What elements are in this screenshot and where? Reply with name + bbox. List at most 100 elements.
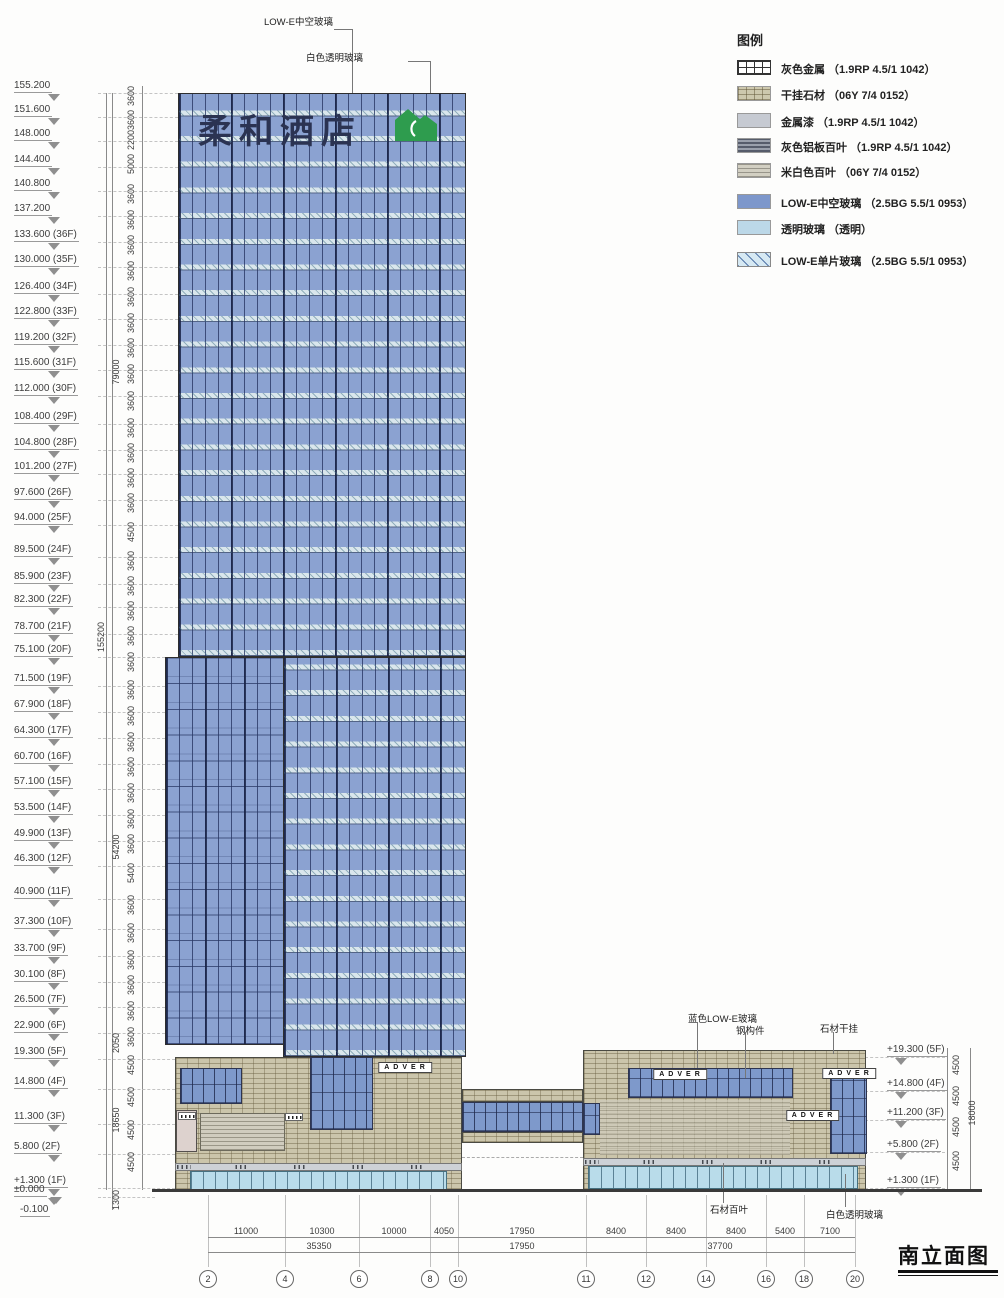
level-leader-line xyxy=(98,956,165,957)
level-triangle-icon xyxy=(48,425,60,432)
dim-line-left-outer xyxy=(106,93,107,1190)
level-leader-line xyxy=(98,370,178,371)
level-triangle-icon xyxy=(48,790,60,797)
level-leader-line xyxy=(98,1124,175,1125)
level-label: 26.500 (7F) xyxy=(14,994,68,1007)
level-label: 5.800 (2F) xyxy=(14,1141,63,1154)
level-label: 57.100 (15F) xyxy=(14,776,74,789)
level-leader-line xyxy=(98,294,178,295)
level-label: ±0.000 xyxy=(14,1184,47,1197)
vent-tick-marks xyxy=(285,1113,303,1121)
level-triangle-icon xyxy=(48,1090,60,1097)
axis-bubble: 10 xyxy=(449,1270,467,1288)
material-annotation: 石材干挂 xyxy=(820,1024,859,1035)
level-triangle-icon xyxy=(48,957,60,964)
axis-bubble: 14 xyxy=(697,1270,715,1288)
adver-label: ADVER xyxy=(785,1110,840,1121)
axis-bubble: 4 xyxy=(276,1270,294,1288)
level-triangle-icon xyxy=(895,1058,907,1065)
level-leader-line xyxy=(98,450,178,451)
bridge-top-band xyxy=(462,1089,583,1102)
title-underline xyxy=(898,1275,998,1276)
level-leader-line xyxy=(98,1188,175,1189)
level-triangle-icon xyxy=(48,346,60,353)
level-triangle-icon xyxy=(48,475,60,482)
right-podium-glass-bridge-end xyxy=(583,1103,600,1135)
level-leader-line xyxy=(98,167,178,168)
level-label: 82.300 (22F) xyxy=(14,594,74,607)
level-leader-line xyxy=(98,1007,165,1008)
level-triangle-icon xyxy=(48,168,60,175)
right-podium-louver-band xyxy=(583,1158,866,1166)
green-house-logo-icon xyxy=(395,109,437,141)
level-triangle-icon xyxy=(48,713,60,720)
level-leader-line xyxy=(98,474,178,475)
bottom-dim: 11000 xyxy=(233,1226,259,1236)
level-triangle-icon xyxy=(48,842,60,849)
level-triangle-icon xyxy=(48,142,60,149)
bottom-dim: 8400 xyxy=(725,1226,747,1236)
level-label: 78.700 (21F) xyxy=(14,621,74,634)
level-label: 49.900 (13F) xyxy=(14,828,74,841)
level-label: 144.400 xyxy=(14,154,53,167)
level-triangle-icon xyxy=(50,1197,62,1204)
level-triangle-icon xyxy=(48,192,60,199)
level-leader-line xyxy=(98,525,178,526)
level-leader-line xyxy=(98,1089,175,1090)
legend-swatch-icon xyxy=(737,220,771,235)
level-label: 11.300 (3F) xyxy=(14,1111,67,1124)
bottom-dim-line-1 xyxy=(208,1237,855,1238)
leader-line xyxy=(408,61,430,62)
level-triangle-icon xyxy=(48,118,60,125)
level-leader-line xyxy=(98,191,178,192)
segment-dim: 54200 xyxy=(111,834,121,860)
level-leader-line xyxy=(98,267,178,268)
bottom-dim: 10000 xyxy=(381,1226,407,1236)
bottom-dim: 37700 xyxy=(707,1241,733,1251)
level-leader-line xyxy=(98,929,165,930)
axis-line xyxy=(766,1195,767,1267)
adver-label: ADVER xyxy=(378,1062,432,1073)
legend-item-label: LOW-E中空玻璃 （2.5BG 5.5/1 0953） xyxy=(781,198,974,210)
level-label: 104.800 (28F) xyxy=(14,437,79,450)
bottom-dim: 8400 xyxy=(665,1226,687,1236)
level-label: 115.600 (31F) xyxy=(14,357,79,370)
level-label: 67.900 (18F) xyxy=(14,699,74,712)
level-leader-line xyxy=(98,141,178,142)
legend-swatch-icon xyxy=(737,163,771,178)
level-triangle-icon xyxy=(48,816,60,823)
title-underline xyxy=(898,1270,998,1273)
bottom-dim-line-2 xyxy=(208,1252,855,1253)
bridge-glass xyxy=(462,1102,583,1132)
axis-line xyxy=(646,1195,647,1267)
level-label: 53.500 (14F) xyxy=(14,802,74,815)
level-label: 64.300 (17F) xyxy=(14,725,74,738)
bottom-dim: 35350 xyxy=(306,1241,332,1251)
floor-dim: 4500 xyxy=(126,1086,136,1108)
axis-bubble: 11 xyxy=(577,1270,595,1288)
ground-line xyxy=(152,1189,982,1192)
bridge-bottom-band xyxy=(462,1132,583,1143)
level-leader-line xyxy=(98,686,165,687)
level-leader-line xyxy=(98,657,165,658)
axis-line xyxy=(586,1195,587,1267)
legend-item-label: LOW-E单片玻璃 （2.5BG 5.5/1 0953） xyxy=(781,256,974,268)
material-annotation: 石材百叶 xyxy=(710,1205,749,1216)
material-annotation: 白色透明玻璃 xyxy=(306,53,364,64)
legend-item-label: 干挂石材 （06Y 7/4 0152） xyxy=(781,90,916,102)
level-triangle-icon xyxy=(48,243,60,250)
left-podium-storefront-glass xyxy=(190,1171,447,1191)
axis-line xyxy=(359,1195,360,1267)
level-label: 101.200 (27F) xyxy=(14,461,79,474)
level-triangle-icon xyxy=(895,1189,907,1196)
level-triangle-icon xyxy=(48,451,60,458)
level-leader-line xyxy=(98,866,165,867)
axis-line xyxy=(855,1195,856,1267)
level-leader-line xyxy=(98,712,165,713)
legend-swatch-icon xyxy=(737,86,771,101)
floor-dim: 18000 xyxy=(967,1100,977,1126)
level-leader-line xyxy=(98,1197,155,1198)
level-leader-line xyxy=(98,1033,165,1034)
level-triangle-icon xyxy=(48,687,60,694)
level-label: +5.800 (2F) xyxy=(887,1139,941,1152)
